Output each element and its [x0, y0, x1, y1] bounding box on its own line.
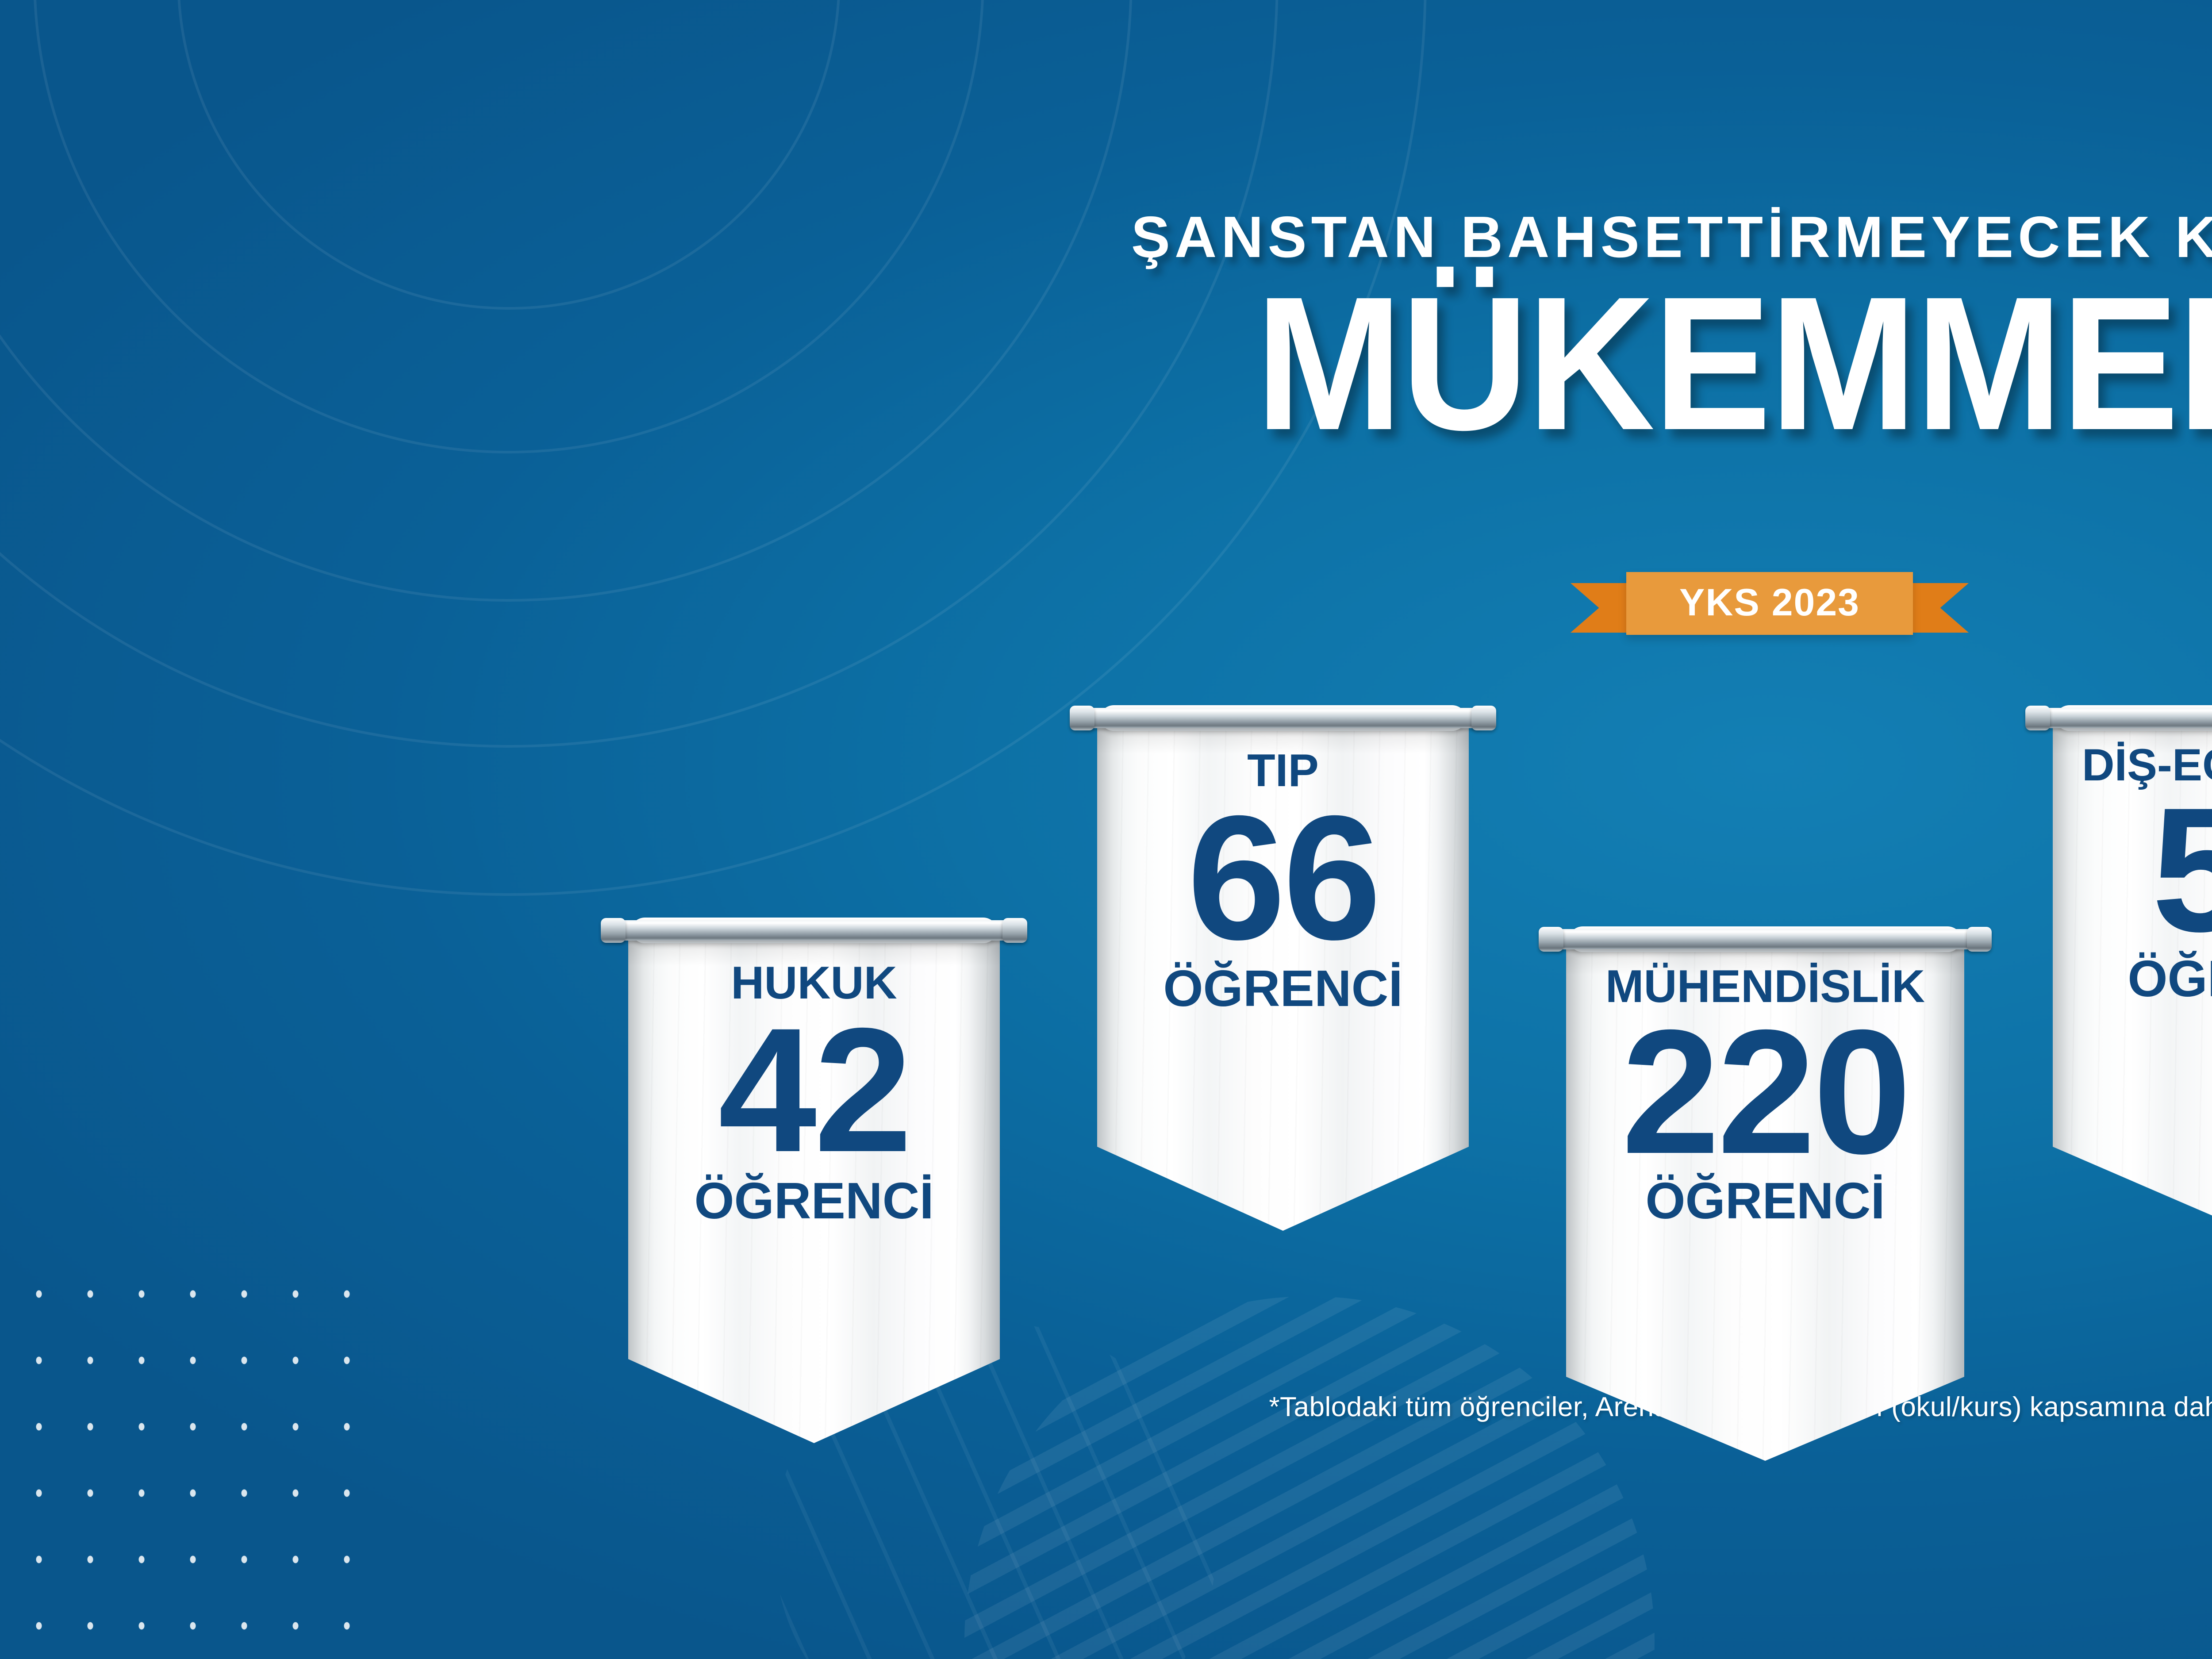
rod-cap-left-icon [1539, 927, 1563, 952]
flag-fabric [1097, 713, 1469, 1231]
headline-block: ŞANSTAN BAHSETTİRMEYECEK KADAR MÜKEMMEL [0, 204, 2212, 470]
rod-cap-left-icon [2025, 706, 2050, 730]
flag-fabric [2053, 713, 2212, 1231]
flag-unit: ÖĞRENCİ [1645, 1172, 1885, 1229]
flag-unit: ÖĞRENCİ [1163, 960, 1403, 1017]
stats-flag-muhendislik: MÜHENDİSLİK 220 ÖĞRENCİ [1539, 926, 1992, 1226]
flag-rod-icon [601, 918, 1027, 943]
flag-number: 42 [718, 991, 913, 1189]
flag-rod-icon [2025, 706, 2212, 730]
stats-flag-group: HUKUK 42 ÖĞRENCİ TIP 66 ÖĞRENCİ MÜHENDİSLİK 220… [0, 705, 2212, 1416]
stats-flag-tip: TIP 66 ÖĞRENCİ [1070, 705, 1496, 1014]
flag-label: DİŞ-ECZACILIK [2082, 740, 2212, 790]
stats-flag-hukuk: HUKUK 42 ÖĞRENCİ [601, 918, 1027, 1226]
flag-content: TIP 66 ÖĞRENCİ [1097, 708, 1469, 1014]
rod-cap-left-icon [601, 918, 626, 943]
flag-label: TIP [1247, 745, 1319, 796]
flag-label: HUKUK [731, 957, 897, 1009]
rod-cap-right-icon [1967, 927, 1992, 952]
exam-badge: YKS 2023 [1570, 572, 1969, 635]
flag-rod-icon [1539, 927, 1992, 952]
flag-number: 220 [1621, 993, 1911, 1190]
flag-unit: ÖĞRENCİ [2128, 950, 2212, 1007]
flag-content: HUKUK 42 ÖĞRENCİ [628, 920, 1000, 1226]
flag-fabric [628, 926, 1000, 1443]
flag-rod-icon [1070, 706, 1496, 730]
exam-badge-label: YKS 2023 [1626, 572, 1913, 635]
rod-cap-right-icon [1471, 706, 1496, 730]
flag-number: 51 [2151, 771, 2212, 968]
flag-content: DİŞ-ECZACILIK51ÖĞRENCİ [2053, 708, 2212, 1004]
ribbon-tail-left-icon [1570, 583, 1632, 633]
flag-label: MÜHENDİSLİK [1605, 961, 1925, 1012]
rod-cap-left-icon [1070, 706, 1094, 730]
flag-number: 66 [1187, 779, 1382, 976]
stats-flag-dis-eczacilik: DİŞ-ECZACILIK51ÖĞRENCİ [2025, 705, 2212, 1004]
flag-content: MÜHENDİSLİK 220 ÖĞRENCİ [1566, 929, 1964, 1226]
rod-cap-right-icon [1002, 918, 1027, 943]
flag-fabric [1566, 934, 1964, 1461]
headline-kicker: ŞANSTAN BAHSETTİRMEYECEK KADAR [1131, 204, 2212, 269]
ribbon-tail-right-icon [1907, 583, 1969, 633]
flag-unit: ÖĞRENCİ [694, 1172, 934, 1229]
headline-main-word: MÜKEMMEL [1255, 257, 2212, 470]
exam-badge-wrapper: YKS 2023 [0, 572, 2212, 635]
